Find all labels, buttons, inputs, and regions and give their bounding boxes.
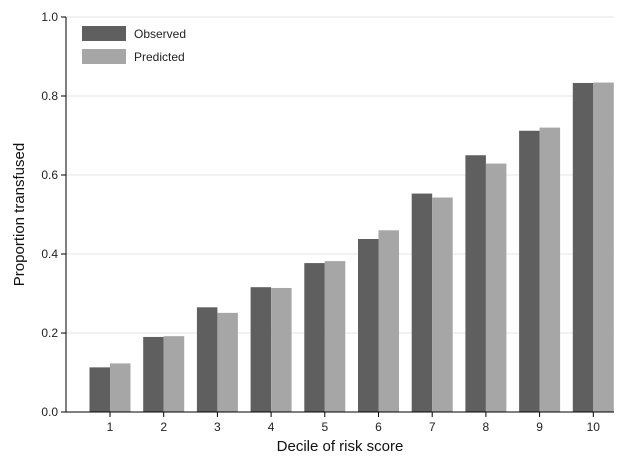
y-ticks: 0.0 0.2 0.4 0.6 0.8 1.0 bbox=[41, 10, 66, 419]
bar-predicted-5 bbox=[324, 261, 346, 412]
bar-observed-9 bbox=[519, 130, 540, 412]
bar-observed-6 bbox=[358, 238, 379, 412]
x-tick-label: 4 bbox=[268, 420, 275, 434]
x-tick-label: 3 bbox=[214, 420, 221, 434]
bar-predicted-6 bbox=[378, 230, 399, 412]
x-tick-label: 5 bbox=[321, 420, 328, 434]
x-tick-label: 9 bbox=[536, 420, 543, 434]
x-tick-label: 10 bbox=[587, 420, 601, 434]
bars bbox=[89, 82, 614, 412]
y-tick-label: 0.4 bbox=[41, 247, 58, 261]
y-tick-label: 1.0 bbox=[41, 10, 58, 24]
bar-predicted-3 bbox=[217, 312, 238, 412]
bar-observed-7 bbox=[411, 193, 433, 412]
bar-observed-5 bbox=[304, 263, 325, 412]
bar-observed-1 bbox=[89, 367, 110, 412]
legend-swatch-predicted bbox=[82, 49, 126, 64]
bar-predicted-9 bbox=[539, 127, 561, 412]
bar-observed-8 bbox=[465, 155, 486, 412]
bar-predicted-8 bbox=[485, 163, 507, 412]
y-tick-label: 0.2 bbox=[41, 326, 58, 340]
y-tick-label: 0.8 bbox=[41, 89, 58, 103]
x-tick-label: 2 bbox=[160, 420, 167, 434]
bar-observed-4 bbox=[250, 287, 272, 412]
bar-predicted-2 bbox=[163, 336, 185, 412]
x-tick-label: 6 bbox=[375, 420, 382, 434]
bar-predicted-10 bbox=[593, 82, 614, 412]
legend-label-observed: Observed bbox=[134, 27, 186, 41]
y-tick-label: 0.6 bbox=[41, 168, 58, 182]
x-tick-label: 1 bbox=[107, 420, 114, 434]
x-axis-title: Decile of risk score bbox=[277, 438, 404, 455]
bar-observed-10 bbox=[572, 82, 594, 412]
legend: Observed Predicted bbox=[82, 26, 186, 64]
bar-predicted-7 bbox=[432, 197, 453, 412]
legend-label-predicted: Predicted bbox=[134, 50, 185, 64]
bar-predicted-4 bbox=[271, 287, 292, 412]
x-tick-label: 7 bbox=[429, 420, 436, 434]
y-axis-title: Proportion transfused bbox=[11, 143, 28, 286]
bar-observed-2 bbox=[143, 336, 164, 412]
axes bbox=[65, 17, 614, 413]
legend-swatch-observed bbox=[82, 26, 126, 41]
y-tick-label: 0.0 bbox=[41, 405, 58, 419]
x-tick-label: 8 bbox=[483, 420, 490, 434]
bar-observed-3 bbox=[196, 307, 218, 412]
x-ticks: 1 2 3 4 5 6 7 8 9 10 bbox=[107, 412, 601, 434]
bar-predicted-1 bbox=[110, 363, 131, 412]
